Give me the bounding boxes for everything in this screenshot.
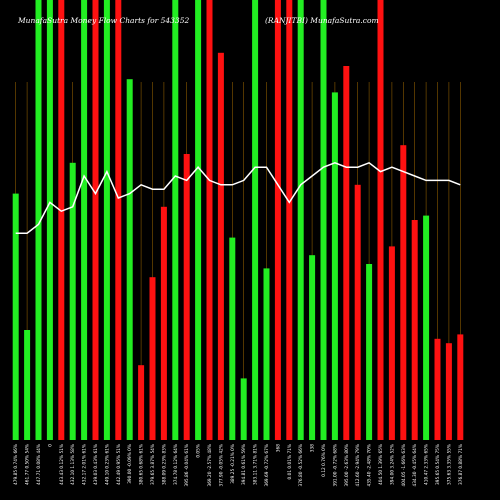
bar-up — [81, 0, 88, 440]
bar-down — [206, 0, 213, 440]
x-tick-label: 380.65 0.68% 61% — [139, 444, 145, 485]
x-tick-label: 394.81 0.61% 59% — [241, 444, 247, 485]
bar-up — [320, 0, 327, 440]
bar-up — [172, 0, 179, 440]
bar-up — [240, 378, 247, 440]
bar-up — [297, 0, 304, 440]
bar-down — [400, 145, 407, 440]
bar-down — [286, 0, 293, 440]
x-tick-label: 338 — [310, 444, 316, 452]
x-tick-label: 375.63 3.35% 55% — [446, 444, 452, 485]
bar-down — [149, 277, 156, 440]
bar-down — [388, 246, 395, 440]
x-tick-label: 376.87 0.88% 71% — [458, 444, 464, 485]
bar-down — [377, 0, 384, 440]
x-tick-label: 447.71 0.08% 44% — [36, 444, 42, 485]
x-tick-label: 479.85 0.74% 66% — [13, 444, 19, 485]
bar-up — [195, 0, 202, 440]
bar-down — [445, 343, 452, 440]
x-tick-label: 368 — [275, 444, 281, 452]
x-axis-labels: 479.85 0.74% 66% 461.77 0.50% 54% 447.71 0… — [13, 444, 464, 487]
bar-up — [331, 92, 338, 441]
chart-title-right: (RANJITBI) MunafaSutra.com — [265, 16, 379, 25]
x-tick-label: 434.30 -0.45% 64% — [412, 444, 418, 487]
x-tick-label: 383.11 3.71% 81% — [253, 444, 259, 485]
bar-up — [24, 330, 31, 440]
x-tick-label: 0 — [47, 444, 53, 447]
bar-down — [274, 0, 281, 440]
x-tick-label: 395.86 -0.04% 61% — [184, 444, 190, 487]
x-tick-label: 389.25 -0.21% 0% — [230, 444, 236, 484]
x-tick-label: 461.77 0.50% 54% — [25, 444, 31, 485]
x-tick-label: 369.20 -2.57% 48% — [207, 444, 213, 487]
bar-down — [343, 66, 350, 440]
bar-down — [183, 154, 190, 440]
bar-up — [69, 162, 76, 441]
bar-down — [138, 365, 145, 440]
bar-up — [103, 0, 110, 440]
bar-down — [92, 0, 99, 440]
bar-up — [126, 79, 133, 440]
x-tick-label: 394.00 3.24% 52% — [389, 444, 395, 485]
x-tick-label: 404.50 1.39% 65% — [378, 444, 384, 485]
bar-down — [354, 184, 361, 440]
bar-down — [58, 0, 65, 440]
trend-line — [15, 161, 461, 234]
x-tick-label: 410.47 2.33% 65% — [424, 444, 430, 485]
x-tick-label: 395.65 0.54% 75% — [435, 444, 441, 485]
x-tick-label: 376.80 -0.52% 66% — [298, 444, 304, 487]
x-tick-label: 379.65 3.87% 54% — [150, 444, 156, 485]
x-tick-label: 374.78 0.12% 64% — [173, 444, 179, 485]
x-tick-label: 377.90 -0.05% 42% — [218, 444, 224, 487]
x-tick-label: 404.05 -1.66% 63% — [401, 444, 407, 487]
bar-up — [229, 237, 236, 440]
x-tick-label: 391.00 -0.72% 68% — [332, 444, 338, 487]
x-tick-label: 388.09 0.23% 83% — [161, 444, 167, 485]
bar-up — [423, 215, 430, 440]
bar-up — [309, 255, 316, 440]
bar-up — [12, 193, 19, 440]
bar-up — [252, 0, 259, 440]
x-tick-label: 435.40 -2.48% 70% — [367, 444, 373, 487]
bar-down — [160, 206, 167, 440]
bar-up — [35, 0, 42, 440]
x-tick-label: 432.17 2.01% 61% — [82, 444, 88, 485]
x-tick-label: 443.43 0.12% 51% — [59, 444, 65, 485]
chart-title-left: MunafaSutra Money Flow Charts for 543352 — [18, 16, 190, 25]
x-tick-label: 0.01 0.01% 71% — [287, 444, 293, 480]
x-tick-label: 449.10 0.23% 61% — [104, 444, 110, 485]
x-tick-label: 412.60 -2.94% 79% — [355, 444, 361, 487]
bar-down — [457, 334, 464, 440]
trend-line-path — [15, 161, 461, 234]
bar-down — [434, 338, 441, 440]
bar-up — [263, 268, 270, 440]
bar-up — [366, 264, 373, 440]
x-tick-label: 390.00 -0.09% 0% — [127, 444, 133, 484]
bar-down — [217, 52, 224, 441]
x-tick-label: 432.10 1.13% 58% — [70, 444, 76, 485]
x-tick-label: 369.69 -0.72% 67% — [264, 444, 270, 487]
x-tick-label: 439.03 0.43% 61% — [93, 444, 99, 485]
bar-down — [411, 220, 418, 440]
bars — [12, 0, 464, 441]
x-tick-label: 395.00 -2.63% 80% — [344, 444, 350, 487]
bar-up — [46, 0, 53, 440]
bar-down — [115, 0, 122, 440]
x-tick-label: 442.49 0.95% 51% — [116, 444, 122, 485]
x-tick-label: 0.12 0.76% 0% — [321, 444, 327, 477]
x-tick-label: 0.05% — [196, 444, 202, 458]
